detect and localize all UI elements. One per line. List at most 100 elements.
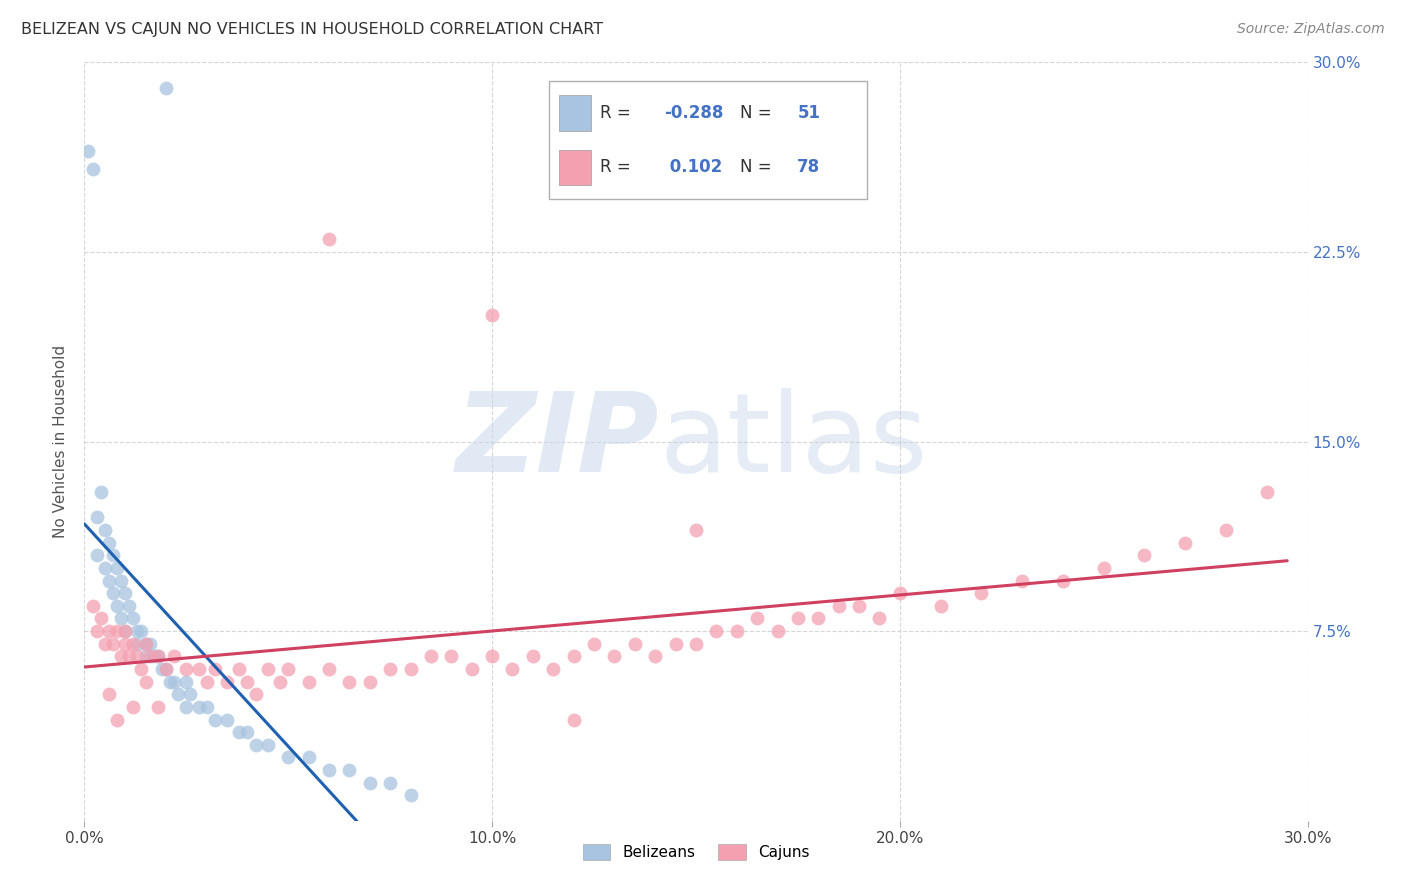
Point	[105, 713, 128, 727]
Point	[399, 662, 422, 676]
Point	[131, 662, 153, 676]
Point	[135, 674, 157, 689]
Point	[269, 674, 291, 689]
Point	[174, 699, 197, 714]
Point	[543, 662, 565, 676]
Point	[339, 763, 361, 777]
Point	[298, 674, 321, 689]
Point	[90, 485, 112, 500]
Point	[562, 713, 585, 727]
Point	[77, 144, 100, 158]
Point	[114, 637, 136, 651]
Point	[110, 574, 132, 588]
Point	[970, 586, 993, 600]
Point	[86, 624, 108, 639]
Point	[195, 674, 218, 689]
Point	[155, 80, 177, 95]
Point	[339, 674, 361, 689]
Text: atlas: atlas	[659, 388, 928, 495]
Point	[97, 574, 120, 588]
Point	[174, 674, 197, 689]
Point	[929, 599, 952, 613]
Point	[236, 674, 259, 689]
Point	[277, 750, 299, 764]
Point	[127, 649, 149, 664]
Point	[440, 649, 463, 664]
Y-axis label: No Vehicles in Household: No Vehicles in Household	[53, 345, 69, 538]
Point	[522, 649, 544, 664]
Point	[889, 586, 911, 600]
Text: ZIP: ZIP	[456, 388, 659, 495]
Point	[179, 687, 201, 701]
Point	[420, 649, 443, 664]
Point	[359, 776, 381, 790]
Point	[828, 599, 851, 613]
Point	[277, 662, 299, 676]
Point	[146, 699, 169, 714]
Point	[502, 662, 524, 676]
Point	[204, 662, 226, 676]
Point	[118, 599, 141, 613]
Point	[706, 624, 728, 639]
Point	[97, 624, 120, 639]
Point	[135, 649, 157, 664]
Point	[97, 687, 120, 701]
Point	[318, 763, 340, 777]
Point	[848, 599, 870, 613]
Point	[155, 662, 177, 676]
Point	[110, 649, 132, 664]
Point	[114, 624, 136, 639]
Point	[114, 586, 136, 600]
Point	[685, 523, 707, 537]
Point	[1092, 561, 1115, 575]
Point	[257, 738, 280, 752]
Point	[122, 611, 145, 625]
Point	[146, 649, 169, 664]
Point	[150, 662, 173, 676]
Point	[90, 611, 112, 625]
Point	[217, 674, 239, 689]
Point	[481, 649, 503, 664]
Point	[82, 161, 104, 176]
Point	[766, 624, 789, 639]
Point	[167, 687, 190, 701]
Point	[359, 674, 381, 689]
Point	[122, 637, 145, 651]
Point	[245, 738, 267, 752]
Point	[644, 649, 666, 664]
Point	[101, 548, 124, 563]
Point	[86, 510, 108, 524]
Point	[1133, 548, 1156, 563]
Point	[174, 662, 197, 676]
Point	[1052, 574, 1074, 588]
Point	[163, 649, 186, 664]
Point	[114, 624, 136, 639]
Point	[131, 624, 153, 639]
Point	[399, 789, 422, 803]
Point	[138, 649, 160, 664]
Point	[195, 699, 218, 714]
Point	[380, 662, 402, 676]
Point	[105, 561, 128, 575]
Point	[624, 637, 647, 651]
Point	[725, 624, 748, 639]
Point	[1011, 574, 1033, 588]
Legend: Belizeans, Cajuns: Belizeans, Cajuns	[576, 838, 815, 866]
Point	[163, 674, 186, 689]
Point	[257, 662, 280, 676]
Point	[93, 561, 115, 575]
Point	[245, 687, 267, 701]
Point	[461, 662, 484, 676]
Point	[603, 649, 626, 664]
Point	[869, 611, 891, 625]
Point	[155, 662, 177, 676]
Point	[1215, 523, 1237, 537]
Point	[318, 232, 340, 246]
Point	[1174, 535, 1197, 549]
Point	[747, 611, 769, 625]
Point	[1256, 485, 1278, 500]
Point	[93, 637, 115, 651]
Point	[127, 624, 149, 639]
Point	[97, 535, 120, 549]
Point	[380, 776, 402, 790]
